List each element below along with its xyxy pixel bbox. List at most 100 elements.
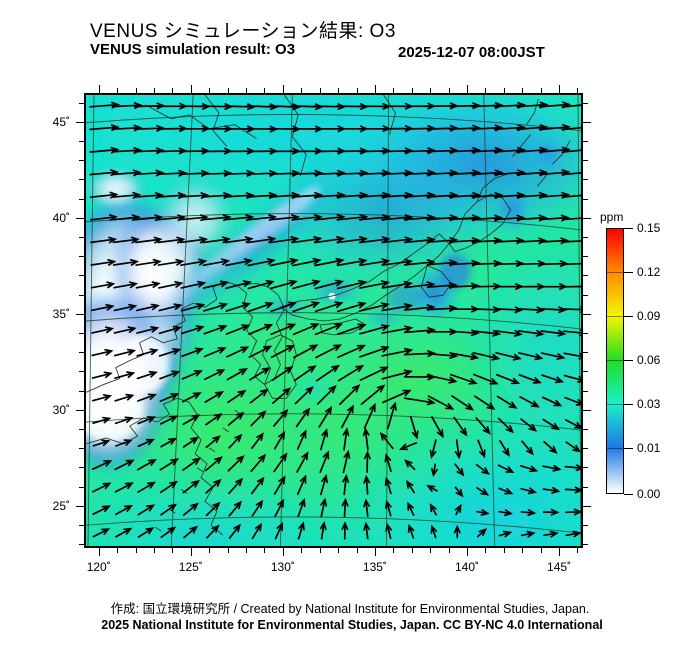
wind-arrow — [114, 459, 135, 471]
wind-arrow — [561, 104, 581, 108]
field-svg — [86, 95, 581, 546]
wind-arrow — [251, 432, 264, 450]
wind-arrow — [540, 352, 566, 360]
wind-arrow — [248, 367, 271, 381]
wind-arrow — [562, 306, 581, 314]
wind-arrow — [180, 303, 206, 312]
wind-arrow — [564, 464, 581, 472]
wind-arrow — [363, 498, 371, 518]
wind-arrow — [114, 416, 134, 425]
wind-arrow — [476, 487, 490, 496]
wind-arrow — [562, 240, 581, 243]
wind-arrow — [228, 477, 244, 495]
colorbar-division-line — [607, 271, 623, 273]
colorbar-tick-mark — [624, 448, 633, 449]
lon-minor-tick — [577, 548, 579, 553]
lat-tick-right — [583, 390, 588, 392]
lon-tick-top — [522, 88, 524, 93]
lat-tick-right — [583, 121, 591, 123]
wind-arrow — [336, 279, 368, 290]
lon-minor-tick — [540, 548, 542, 553]
lat-major-tick — [76, 313, 84, 315]
lon-major-tick — [98, 548, 100, 556]
wind-arrow — [314, 235, 346, 244]
wind-arrow — [292, 279, 321, 290]
lon-tick-top — [356, 88, 358, 93]
wind-arrow — [543, 440, 558, 454]
wind-arrow — [224, 236, 254, 244]
wind-arrow — [135, 258, 162, 266]
lon-tick-top — [411, 88, 413, 93]
wind-arrow — [542, 418, 561, 431]
lon-minor-tick — [393, 548, 395, 553]
lon-minor-tick — [227, 548, 229, 553]
lon-tick-top — [190, 85, 192, 93]
wind-arrow — [475, 463, 490, 475]
wind-arrow — [429, 439, 437, 459]
lat-tick-right — [583, 256, 588, 258]
wind-arrow — [520, 530, 536, 538]
lat-minor-tick — [79, 390, 84, 392]
wind-arrow — [517, 306, 546, 314]
wind-arrow — [407, 523, 415, 539]
lon-tick-top — [559, 85, 561, 93]
wind-arrow — [563, 374, 581, 383]
colorbar-unit-label: ppm — [600, 210, 624, 224]
lat-tick-right — [583, 217, 591, 219]
wind-arrow — [359, 366, 389, 382]
lat-axis-label: 30˚ — [52, 402, 70, 417]
lon-minor-tick — [153, 548, 155, 553]
wind-arrow — [159, 393, 180, 403]
wind-arrow — [496, 395, 518, 409]
wind-arrow — [453, 416, 468, 437]
wind-arrow — [270, 323, 297, 336]
wind-arrow — [315, 344, 342, 359]
wind-arrow — [91, 394, 113, 402]
lon-major-tick — [282, 548, 284, 556]
wind-arrow — [561, 194, 581, 198]
lon-tick-top — [577, 88, 579, 93]
wind-arrow — [381, 303, 414, 312]
wind-arrow — [250, 410, 267, 427]
lat-minor-tick — [79, 256, 84, 258]
lon-minor-tick — [264, 548, 266, 553]
lon-tick-top — [172, 88, 174, 93]
wind-arrow — [159, 370, 181, 380]
wind-arrow — [92, 416, 112, 425]
lon-axis-label: 135˚ — [362, 560, 387, 574]
wind-arrow — [269, 235, 300, 244]
wind-vector-arrows — [89, 101, 581, 540]
wind-arrow — [564, 486, 581, 494]
wind-arrow — [202, 258, 231, 267]
wind-arrow — [337, 364, 365, 382]
lat-tick-right — [583, 448, 588, 450]
colorbar-tick-label: 0.00 — [637, 487, 661, 501]
wind-arrow — [381, 325, 414, 334]
wind-arrow — [540, 306, 567, 314]
wind-arrow — [497, 417, 514, 434]
wind-arrow — [518, 352, 544, 361]
wind-arrow — [291, 257, 322, 267]
lat-minor-tick — [79, 332, 84, 334]
lat-tick-right — [583, 524, 588, 526]
wind-arrow — [115, 527, 133, 538]
wind-arrow — [498, 530, 513, 538]
wind-arrow — [90, 258, 117, 266]
wind-arrow — [136, 370, 158, 380]
wind-arrow — [362, 427, 370, 451]
wind-arrow — [474, 395, 496, 410]
wind-arrow — [519, 396, 540, 408]
colorbar-tick-mark — [624, 404, 633, 405]
lat-minor-tick — [79, 467, 84, 469]
wind-arrow — [499, 439, 510, 457]
lat-minor-tick — [79, 294, 84, 296]
wind-arrow — [314, 257, 345, 267]
lat-minor-tick — [79, 428, 84, 430]
wind-arrow — [498, 487, 514, 495]
wind-arrow — [250, 476, 265, 495]
wind-arrow — [182, 414, 201, 426]
wind-arrow — [381, 280, 413, 289]
wind-arrow — [91, 303, 115, 312]
wind-arrow — [91, 460, 113, 471]
wind-arrow — [274, 498, 285, 518]
